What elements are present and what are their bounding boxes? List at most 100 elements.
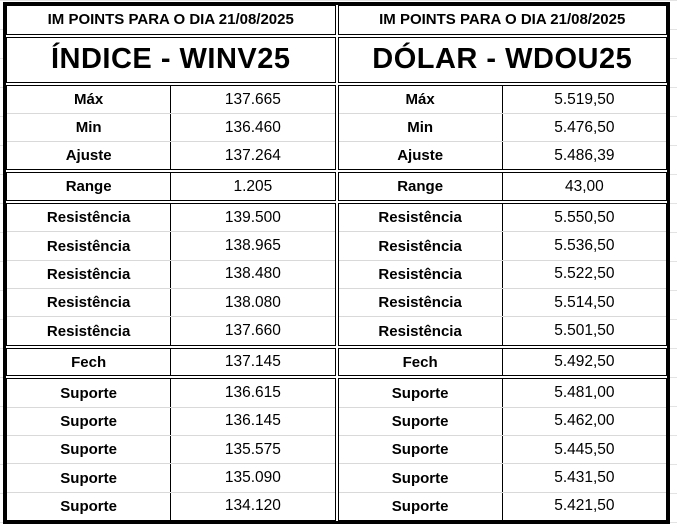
panel-header[interactable]: IM POINTS PARA O DIA 21/08/2025 [6, 5, 336, 35]
resistance-row: Resistência 137.660 [7, 316, 335, 345]
resistance-value[interactable]: 139.500 [224, 208, 281, 226]
range-value[interactable]: 1.205 [233, 177, 273, 195]
support-label[interactable]: Suporte [339, 436, 503, 464]
resistance-row: Resistência 5.550,50 [339, 204, 667, 232]
range-row: Range 1.205 [7, 173, 335, 201]
resistance-value[interactable]: 5.536,50 [554, 237, 615, 255]
resistance-label[interactable]: Resistência [7, 260, 172, 289]
resistance-value[interactable]: 5.550,50 [554, 208, 615, 226]
stat-value[interactable]: 137.665 [224, 90, 281, 108]
close-label[interactable]: Fech [7, 348, 172, 376]
stat-value[interactable]: 136.460 [224, 118, 281, 136]
resistance-row: Resistência 138.965 [7, 231, 335, 260]
resistance-row: Resistência 5.501,50 [338, 316, 666, 345]
resistance-group: Resistência 5.550,50 Resistência 5.536,50 Re… [337, 203, 667, 346]
stat-row: Máx 5.519,50 [339, 86, 667, 114]
panel-dolar: IM POINTS PARA O DIA 21/08/2025 DÓLAR - W… [337, 5, 667, 522]
support-group: Suporte 5.481,00 Suporte 5.462,00 Suporte 5.4… [337, 378, 667, 522]
points-sheet: IM POINTS PARA O DIA 21/08/2025 ÍNDICE - … [3, 2, 670, 524]
resistance-value[interactable]: 137.660 [224, 322, 281, 340]
support-value[interactable]: 136.145 [224, 412, 281, 430]
support-row: Suporte 136.615 [7, 379, 335, 407]
stat-value[interactable]: 137.264 [224, 146, 281, 164]
support-label[interactable]: Suporte [7, 407, 172, 436]
support-label[interactable]: Suporte [339, 464, 503, 492]
support-row: Suporte 5.462,00 [338, 406, 666, 436]
stat-label[interactable]: Min [339, 114, 503, 142]
close-value[interactable]: 5.492,50 [554, 353, 615, 371]
stat-row: Ajuste 5.486,39 [338, 141, 666, 170]
stat-label[interactable]: Ajuste [7, 142, 172, 170]
resistance-label[interactable]: Resistência [339, 204, 503, 232]
support-label[interactable]: Suporte [339, 379, 503, 407]
resistance-value[interactable]: 5.514,50 [554, 293, 615, 311]
stat-group: Máx 137.665 Min 136.460 Ajuste 137.264 [6, 85, 336, 171]
close-group: Fech 137.145 [6, 347, 336, 377]
support-value[interactable]: 135.090 [224, 469, 281, 487]
support-row: Suporte 135.575 [7, 435, 335, 464]
close-row: Fech 5.492,50 [339, 348, 667, 376]
resistance-value[interactable]: 138.080 [224, 293, 281, 311]
support-value[interactable]: 134.120 [224, 497, 281, 515]
panel-header[interactable]: IM POINTS PARA O DIA 21/08/2025 [337, 5, 667, 35]
support-row: Suporte 5.431,50 [338, 463, 666, 492]
resistance-row: Resistência 138.080 [7, 288, 335, 317]
support-group: Suporte 136.615 Suporte 136.145 Suporte 135.5… [6, 378, 336, 522]
resistance-label[interactable]: Resistência [339, 289, 503, 317]
support-value[interactable]: 136.615 [224, 384, 281, 402]
resistance-label[interactable]: Resistência [339, 317, 503, 345]
stat-label[interactable]: Ajuste [339, 142, 503, 170]
support-label[interactable]: Suporte [7, 379, 172, 407]
support-value[interactable]: 135.575 [224, 440, 281, 458]
close-row: Fech 137.145 [7, 348, 335, 376]
stat-label[interactable]: Máx [7, 86, 172, 114]
support-label[interactable]: Suporte [7, 436, 172, 464]
support-value[interactable]: 5.431,50 [554, 469, 615, 487]
resistance-row: Resistência 139.500 [7, 204, 335, 232]
stat-value[interactable]: 5.476,50 [554, 118, 615, 136]
panel-indice: IM POINTS PARA O DIA 21/08/2025 ÍNDICE - … [6, 5, 336, 522]
range-label[interactable]: Range [339, 173, 503, 201]
panel-title[interactable]: DÓLAR - WDOU25 [337, 36, 667, 84]
resistance-label[interactable]: Resistência [339, 232, 503, 260]
resistance-label[interactable]: Resistência [7, 289, 172, 317]
resistance-label[interactable]: Resistência [339, 260, 503, 289]
resistance-row: Resistência 5.522,50 [338, 259, 666, 289]
range-group: Range 1.205 [6, 172, 336, 202]
stat-value[interactable]: 5.519,50 [554, 90, 615, 108]
support-row: Suporte 5.481,00 [339, 379, 667, 407]
stat-row: Min 136.460 [7, 113, 335, 142]
support-value[interactable]: 5.421,50 [554, 497, 615, 515]
range-label[interactable]: Range [7, 173, 172, 201]
close-value[interactable]: 137.145 [224, 353, 281, 371]
panel-title[interactable]: ÍNDICE - WINV25 [6, 36, 336, 84]
resistance-value[interactable]: 5.501,50 [554, 322, 615, 340]
resistance-row: Resistência 5.536,50 [338, 231, 666, 260]
support-value[interactable]: 5.462,00 [554, 412, 615, 430]
support-value[interactable]: 5.445,50 [554, 440, 615, 458]
resistance-row: Resistência 5.514,50 [338, 288, 666, 317]
resistance-value[interactable]: 138.480 [224, 265, 281, 283]
close-label[interactable]: Fech [339, 348, 503, 376]
range-value[interactable]: 43,00 [564, 177, 604, 195]
resistance-value[interactable]: 5.522,50 [554, 265, 615, 283]
range-group: Range 43,00 [337, 172, 667, 202]
stat-value[interactable]: 5.486,39 [554, 146, 615, 164]
support-row: Suporte 135.090 [7, 463, 335, 492]
resistance-row: Resistência 138.480 [7, 259, 335, 289]
support-label[interactable]: Suporte [339, 407, 503, 436]
support-value[interactable]: 5.481,00 [554, 384, 615, 402]
close-group: Fech 5.492,50 [337, 347, 667, 377]
resistance-label[interactable]: Resistência [7, 317, 172, 345]
resistance-label[interactable]: Resistência [7, 232, 172, 260]
support-label[interactable]: Suporte [339, 492, 503, 521]
range-row: Range 43,00 [339, 173, 667, 201]
resistance-value[interactable]: 138.965 [224, 237, 281, 255]
support-label[interactable]: Suporte [7, 464, 172, 492]
support-row: Suporte 5.421,50 [338, 491, 666, 521]
stat-label[interactable]: Min [7, 114, 172, 142]
stat-row: Ajuste 137.264 [7, 141, 335, 170]
resistance-label[interactable]: Resistência [7, 204, 172, 232]
stat-label[interactable]: Máx [339, 86, 503, 114]
support-label[interactable]: Suporte [7, 492, 172, 521]
